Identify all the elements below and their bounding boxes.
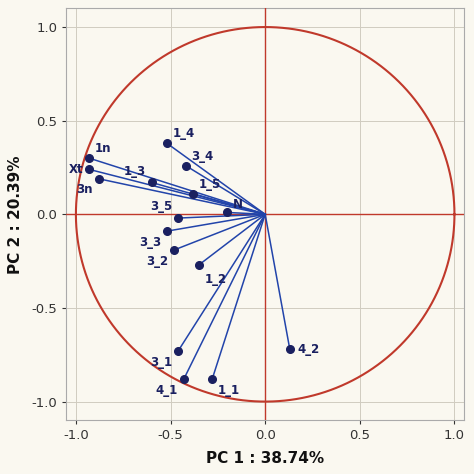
Text: 3_5: 3_5 [150, 201, 173, 213]
Y-axis label: PC 2 : 20.39%: PC 2 : 20.39% [9, 155, 23, 273]
Text: 1_5: 1_5 [199, 178, 221, 191]
Text: 3n: 3n [76, 183, 93, 197]
Text: 1_4: 1_4 [173, 128, 195, 140]
Text: 1_3: 1_3 [124, 165, 146, 178]
X-axis label: PC 1 : 38.74%: PC 1 : 38.74% [206, 451, 324, 465]
Text: 1_2: 1_2 [205, 273, 227, 286]
Text: 3_2: 3_2 [146, 255, 169, 268]
Text: 4_2: 4_2 [297, 343, 319, 356]
Text: 1n: 1n [95, 142, 111, 155]
Text: 3_3: 3_3 [139, 236, 161, 249]
Text: 4_1: 4_1 [156, 384, 178, 397]
Text: 3_4: 3_4 [191, 150, 214, 163]
Text: 3_1: 3_1 [150, 356, 173, 369]
Text: N: N [233, 199, 243, 211]
Text: 1_1: 1_1 [218, 384, 240, 397]
Text: Xt: Xt [69, 163, 83, 176]
